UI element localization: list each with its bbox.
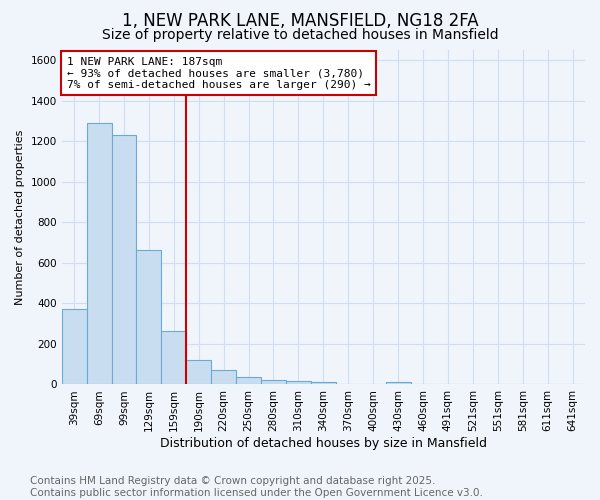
Bar bbox=[112, 135, 136, 384]
Bar bbox=[261, 380, 286, 384]
Text: Size of property relative to detached houses in Mansfield: Size of property relative to detached ho… bbox=[101, 28, 499, 42]
Text: Contains HM Land Registry data © Crown copyright and database right 2025.
Contai: Contains HM Land Registry data © Crown c… bbox=[30, 476, 483, 498]
Bar bbox=[236, 378, 261, 384]
Text: 1, NEW PARK LANE, MANSFIELD, NG18 2FA: 1, NEW PARK LANE, MANSFIELD, NG18 2FA bbox=[122, 12, 478, 30]
X-axis label: Distribution of detached houses by size in Mansfield: Distribution of detached houses by size … bbox=[160, 437, 487, 450]
Bar bbox=[136, 250, 161, 384]
Bar bbox=[386, 382, 410, 384]
Text: 1 NEW PARK LANE: 187sqm
← 93% of detached houses are smaller (3,780)
7% of semi-: 1 NEW PARK LANE: 187sqm ← 93% of detache… bbox=[67, 56, 371, 90]
Bar bbox=[161, 330, 186, 384]
Bar bbox=[62, 310, 86, 384]
Bar bbox=[286, 382, 311, 384]
Bar bbox=[86, 123, 112, 384]
Bar bbox=[186, 360, 211, 384]
Bar bbox=[211, 370, 236, 384]
Y-axis label: Number of detached properties: Number of detached properties bbox=[15, 130, 25, 305]
Bar bbox=[311, 382, 336, 384]
